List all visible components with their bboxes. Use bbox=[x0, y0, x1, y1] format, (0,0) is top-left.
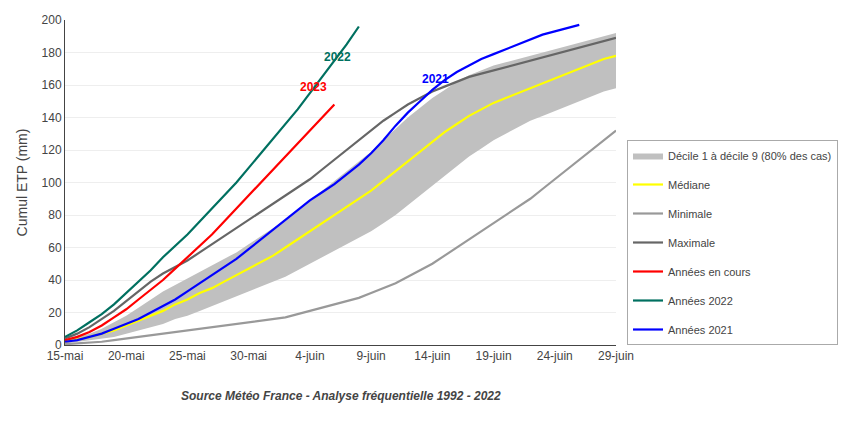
svg-text:9-juin: 9-juin bbox=[356, 349, 385, 363]
svg-text:19-juin: 19-juin bbox=[476, 349, 512, 363]
svg-text:25-mai: 25-mai bbox=[169, 349, 206, 363]
svg-text:80: 80 bbox=[48, 208, 62, 222]
svg-text:15-mai: 15-mai bbox=[47, 349, 84, 363]
svg-text:Médiane: Médiane bbox=[668, 179, 710, 191]
svg-text:60: 60 bbox=[48, 241, 62, 255]
svg-text:4-juin: 4-juin bbox=[295, 349, 324, 363]
svg-text:Décile 1 à décile 9 (80% des c: Décile 1 à décile 9 (80% des cas) bbox=[668, 150, 831, 162]
svg-text:100: 100 bbox=[42, 176, 62, 190]
svg-text:Années en cours: Années en cours bbox=[668, 266, 751, 278]
svg-text:Maximale: Maximale bbox=[668, 237, 715, 249]
svg-text:Source Météo France - Analyse: Source Météo France - Analyse fréquentie… bbox=[181, 389, 501, 403]
svg-text:40: 40 bbox=[48, 273, 62, 287]
svg-text:2022: 2022 bbox=[324, 50, 351, 64]
svg-text:120: 120 bbox=[42, 143, 62, 157]
svg-text:180: 180 bbox=[42, 46, 62, 60]
svg-text:0: 0 bbox=[55, 338, 62, 352]
svg-text:Cumul ETP (mm): Cumul ETP (mm) bbox=[14, 129, 30, 237]
svg-text:2021: 2021 bbox=[422, 72, 449, 86]
svg-text:Années 2021: Années 2021 bbox=[668, 324, 733, 336]
svg-text:200: 200 bbox=[42, 13, 62, 27]
svg-text:Années 2022: Années 2022 bbox=[668, 295, 733, 307]
svg-text:14-juin: 14-juin bbox=[414, 349, 450, 363]
svg-text:Minimale: Minimale bbox=[668, 208, 712, 220]
svg-text:160: 160 bbox=[42, 78, 62, 92]
svg-text:140: 140 bbox=[42, 111, 62, 125]
svg-text:29-juin: 29-juin bbox=[598, 349, 634, 363]
svg-text:20-mai: 20-mai bbox=[108, 349, 145, 363]
svg-text:20: 20 bbox=[48, 306, 62, 320]
svg-text:30-mai: 30-mai bbox=[230, 349, 267, 363]
svg-text:24-juin: 24-juin bbox=[537, 349, 573, 363]
svg-text:2023: 2023 bbox=[300, 80, 327, 94]
